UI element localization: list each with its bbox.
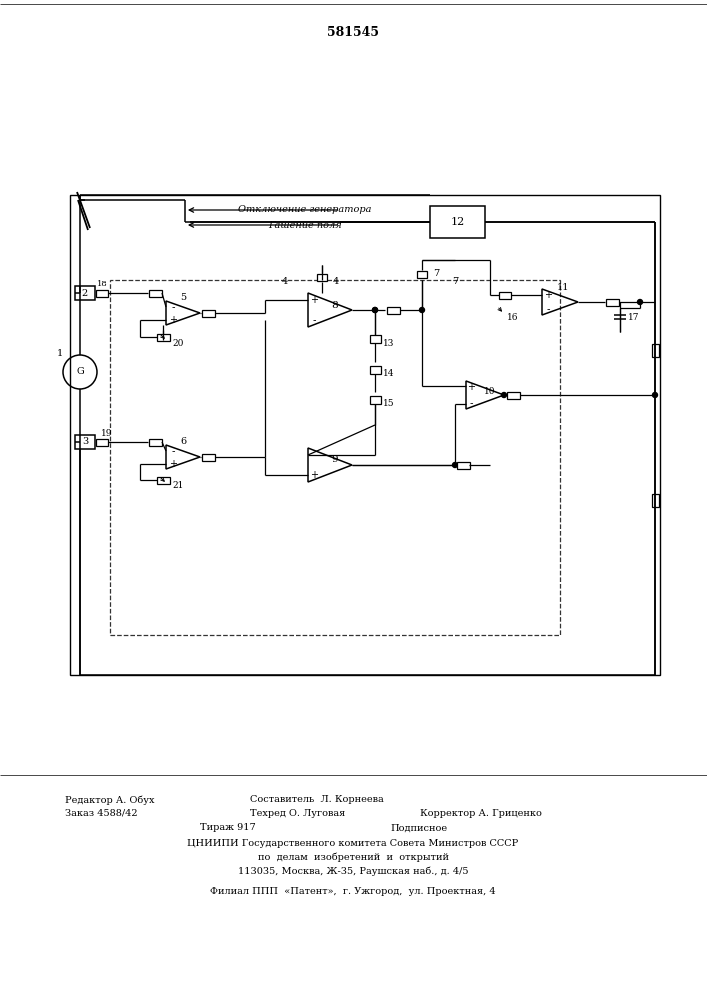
Text: 4: 4 [333, 277, 339, 286]
Bar [317, 273, 327, 280]
Text: Заказ 4588/42: Заказ 4588/42 [65, 808, 138, 818]
Text: ЦНИИПИ Государственного комитета Совета Министров СССР: ЦНИИПИ Государственного комитета Совета … [187, 838, 519, 848]
Text: -: - [312, 450, 316, 460]
Bar [156, 334, 170, 340]
Circle shape [373, 308, 378, 312]
Text: +: + [467, 382, 475, 392]
Bar [201, 310, 214, 316]
Bar [70, 195, 660, 675]
Bar [148, 438, 161, 446]
Text: Подписное: Подписное [390, 824, 447, 832]
Bar [156, 477, 170, 484]
Text: 11: 11 [556, 284, 569, 292]
Text: -: - [547, 304, 550, 314]
Text: 12: 12 [450, 217, 464, 227]
Text: 9: 9 [332, 456, 339, 464]
Text: -: - [312, 315, 316, 325]
Bar [75, 435, 95, 449]
Circle shape [653, 392, 658, 397]
Circle shape [373, 308, 378, 312]
Bar [651, 493, 658, 506]
Circle shape [501, 392, 506, 397]
Text: по  делам  изобретений  и  открытий: по делам изобретений и открытий [257, 852, 448, 862]
Text: 18: 18 [97, 280, 107, 288]
Text: 6: 6 [180, 436, 186, 446]
Text: +: + [310, 295, 318, 305]
Text: +: + [169, 459, 177, 469]
Bar [457, 462, 469, 468]
Text: Техред О. Луговая: Техред О. Луговая [250, 808, 345, 818]
Text: 15: 15 [383, 399, 395, 408]
Text: 113035, Москва, Ж-35, Раушская наб., д. 4/5: 113035, Москва, Ж-35, Раушская наб., д. … [238, 866, 468, 876]
Text: +: + [544, 290, 552, 300]
Bar [506, 391, 520, 398]
Text: 17: 17 [628, 312, 640, 322]
Bar [605, 298, 619, 306]
Bar [417, 270, 427, 277]
Text: 7: 7 [433, 269, 439, 278]
Text: 19: 19 [101, 428, 112, 438]
Text: 13: 13 [383, 338, 395, 348]
Bar [370, 396, 380, 404]
Text: Гашение поля: Гашение поля [268, 221, 342, 230]
Bar [387, 306, 399, 314]
Text: 3: 3 [82, 438, 88, 446]
Text: Тираж 917: Тираж 917 [200, 824, 256, 832]
Text: 14: 14 [383, 369, 395, 378]
Text: Корректор А. Гриценко: Корректор А. Гриценко [420, 808, 542, 818]
Text: -: - [469, 398, 473, 408]
Text: 8: 8 [332, 300, 339, 310]
Text: Составитель  Л. Корнеева: Составитель Л. Корнеева [250, 796, 384, 804]
Text: 7: 7 [452, 277, 458, 286]
Bar [110, 280, 560, 635]
Text: 16: 16 [507, 314, 518, 322]
Text: -: - [171, 446, 175, 456]
Text: Филиал ППП  «Патент»,  г. Ужгород,  ул. Проектная, 4: Филиал ППП «Патент», г. Ужгород, ул. Про… [210, 888, 496, 896]
Bar [96, 290, 108, 296]
Bar [370, 335, 380, 343]
Text: -: - [171, 302, 175, 312]
Text: 5: 5 [180, 292, 186, 302]
Bar [651, 344, 658, 357]
Text: +: + [169, 315, 177, 325]
Text: 4: 4 [282, 277, 288, 286]
Circle shape [452, 462, 457, 468]
Bar [370, 366, 380, 374]
Circle shape [638, 300, 643, 304]
Bar [148, 290, 161, 296]
Text: 21: 21 [172, 482, 183, 490]
Bar [430, 206, 485, 238]
Bar [96, 438, 108, 446]
Text: Редактор А. Обух: Редактор А. Обух [65, 795, 155, 805]
Text: G: G [76, 367, 84, 376]
Text: Отключение генератора: Отключение генератора [238, 206, 372, 215]
Text: 2: 2 [82, 288, 88, 298]
Bar [75, 286, 95, 300]
Bar [499, 292, 511, 298]
Bar [201, 454, 214, 460]
Text: 581545: 581545 [327, 25, 379, 38]
Circle shape [419, 308, 424, 312]
Text: +: + [310, 470, 318, 480]
Text: 20: 20 [172, 338, 183, 348]
Text: 1: 1 [57, 350, 63, 359]
Text: 10: 10 [484, 386, 496, 395]
